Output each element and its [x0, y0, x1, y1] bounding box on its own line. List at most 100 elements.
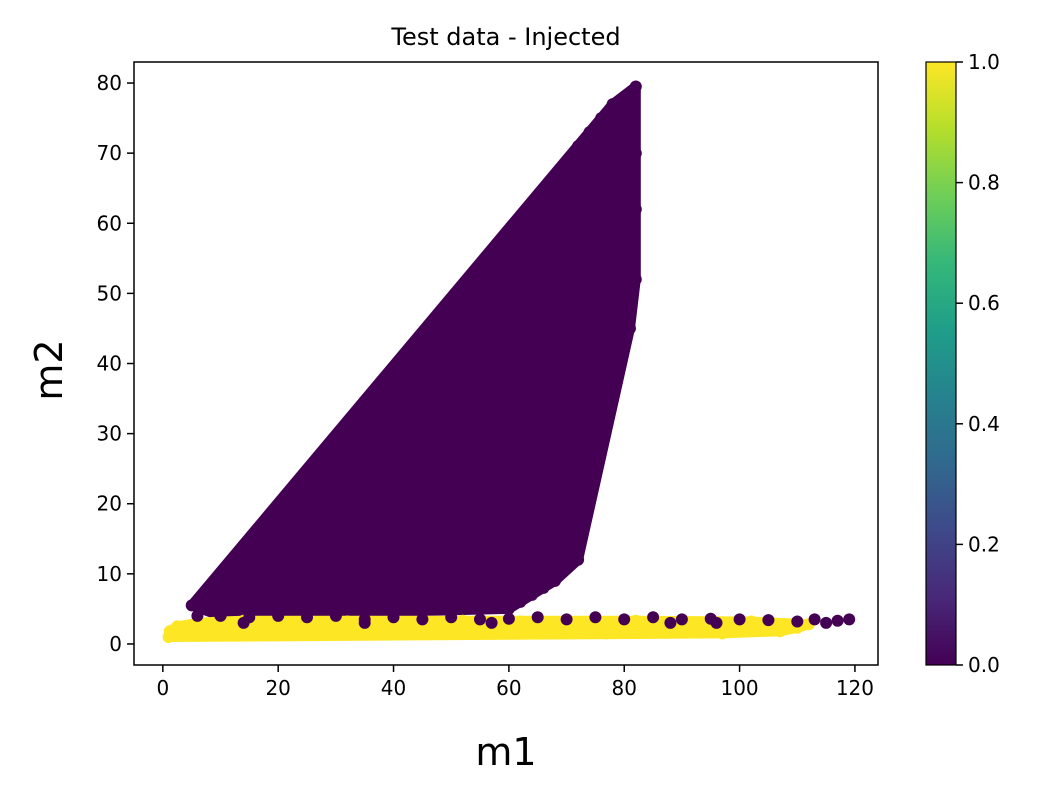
point-series-0: [260, 532, 273, 545]
point-series-0: [624, 168, 636, 181]
point-series-2: [445, 611, 458, 624]
x-tick-label: 100: [720, 676, 758, 700]
point-series-0: [485, 539, 498, 552]
x-tick-label: 60: [496, 676, 521, 700]
point-series-0: [600, 322, 613, 335]
point-series-0: [226, 567, 238, 580]
point-series-0: [566, 490, 579, 503]
point-series-1: [572, 616, 585, 629]
point-series-0: [468, 574, 481, 587]
point-series-0: [387, 588, 400, 601]
point-series-0: [410, 434, 423, 447]
point-series-0: [474, 511, 486, 524]
point-series-0: [560, 462, 573, 475]
point-series-0: [600, 399, 613, 412]
point-series-1: [174, 623, 187, 636]
point-series-0: [624, 322, 636, 335]
point-series-0: [445, 560, 458, 573]
point-series-0: [474, 392, 486, 405]
colorbar-tick-label: 1.0: [968, 50, 1000, 74]
point-series-0: [520, 392, 533, 405]
point-series-0: [549, 539, 561, 552]
point-series-0: [566, 336, 579, 349]
point-series-0: [606, 98, 619, 111]
point-series-0: [549, 574, 561, 587]
point-series-2: [647, 611, 660, 624]
y-tick-label: 20: [97, 492, 122, 516]
point-series-2: [710, 616, 723, 629]
point-series-0: [376, 588, 388, 601]
y-tick-label: 60: [97, 211, 122, 235]
colorbar-tick-label: 0.6: [968, 291, 1000, 315]
colorbar: 0.0 0.2 0.4 0.6 0.8 1.0: [925, 50, 1000, 677]
point-series-0: [520, 329, 533, 342]
point-series-2: [664, 616, 677, 629]
point-series-2: [358, 616, 371, 629]
point-series-1: [531, 620, 544, 633]
point-series-0: [589, 273, 602, 286]
point-series-0: [600, 252, 613, 265]
point-series-0: [612, 350, 625, 363]
point-series-0: [560, 406, 573, 419]
point-series-1: [762, 623, 775, 636]
point-series-1: [301, 622, 313, 635]
point-series-0: [549, 273, 561, 286]
point-series-0: [283, 595, 296, 608]
point-series-0: [589, 203, 602, 216]
point-series-0: [514, 406, 527, 419]
point-series-0: [502, 602, 515, 615]
point-series-0: [577, 308, 590, 321]
point-series-0: [560, 427, 573, 440]
point-series-0: [462, 455, 475, 468]
point-series-0: [318, 469, 331, 482]
point-series-0: [572, 385, 585, 398]
point-series-0: [301, 490, 313, 503]
y-tick-label: 50: [97, 281, 122, 305]
point-series-0: [479, 567, 492, 580]
point-series-1: [312, 626, 325, 639]
point-series-1: [502, 622, 515, 635]
point-series-1: [647, 621, 660, 634]
point-series-0: [612, 238, 625, 251]
point-series-2: [237, 616, 250, 629]
point-series-1: [687, 616, 700, 629]
point-series-0: [618, 224, 631, 237]
point-series-0: [618, 112, 631, 125]
point-series-0: [618, 98, 631, 111]
point-series-0: [583, 175, 596, 188]
point-series-0: [433, 497, 446, 510]
point-series-0: [572, 511, 585, 524]
point-series-0: [474, 280, 486, 293]
point-series-0: [600, 175, 613, 188]
point-series-0: [416, 462, 429, 475]
point-series-0: [526, 567, 538, 580]
point-series-1: [197, 627, 210, 640]
point-series-0: [456, 483, 469, 496]
point-series-0: [624, 182, 636, 195]
y-tick-label: 40: [97, 352, 122, 376]
point-series-0: [387, 392, 400, 405]
point-series-0: [595, 217, 608, 230]
point-series-0: [462, 532, 475, 545]
point-series-1: [387, 620, 400, 633]
point-series-0: [237, 595, 250, 608]
point-series-1: [629, 614, 642, 627]
point-series-0: [433, 336, 446, 349]
point-series-0: [456, 301, 469, 314]
point-series-0: [456, 553, 469, 566]
point-series-0: [329, 553, 342, 566]
point-series-0: [491, 252, 504, 265]
y-tick-label: 80: [97, 71, 122, 95]
point-series-0: [399, 581, 412, 594]
point-series-1: [745, 615, 758, 628]
point-series-1: [329, 623, 342, 636]
point-series-0: [433, 595, 446, 608]
point-series-0: [352, 595, 365, 608]
point-series-0: [531, 196, 544, 209]
point-series-0: [572, 203, 585, 216]
point-series-1: [543, 626, 556, 639]
point-series-1: [254, 627, 267, 640]
point-series-0: [537, 315, 550, 328]
point-cloud-area: [163, 81, 814, 642]
point-series-2: [762, 614, 775, 627]
